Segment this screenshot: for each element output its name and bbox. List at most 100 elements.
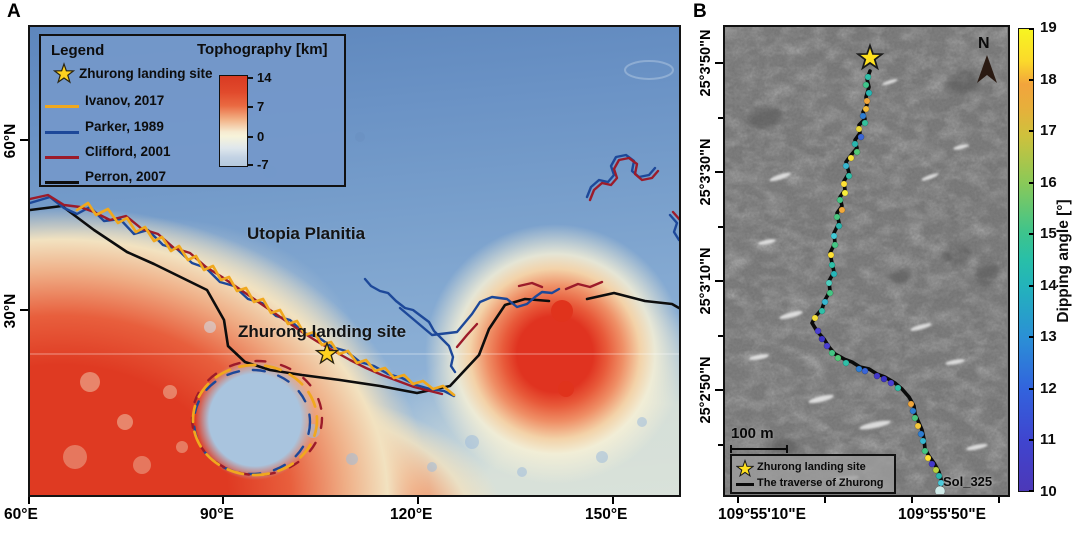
- legend-b-line-swatch: [736, 483, 754, 486]
- xlabel-a-120e: 120°E: [390, 506, 433, 523]
- xtick-a-150e: [612, 497, 614, 504]
- scale-bar-label: 100 m: [731, 425, 774, 442]
- traverse-dot: [841, 189, 849, 197]
- ytick-b-4: [715, 389, 723, 391]
- ytick-b-minor: [718, 444, 723, 446]
- traverse-dot: [919, 437, 927, 445]
- ytick-b-minor: [718, 226, 723, 228]
- traverse-dot: [830, 270, 838, 278]
- north-label: N: [978, 35, 990, 52]
- legend-panel-b: Zhurong landing site The traverse of Zhu…: [730, 454, 896, 494]
- traverse-dot: [917, 430, 925, 438]
- annotation-utopia-planitia: Utopia Planitia: [247, 224, 366, 243]
- dark-smudges: [747, 71, 999, 455]
- ytick-b-3: [715, 280, 723, 282]
- shoreline-ivanov-2017: [75, 201, 456, 477]
- sol-325-label: Sol_325: [943, 474, 993, 489]
- cbarB-label-13: 13: [1040, 328, 1057, 346]
- traverse-dot: [842, 359, 850, 367]
- cbarB-tick: [1029, 387, 1034, 390]
- dipping-angle-colorbar: [1018, 28, 1034, 492]
- traverse-dot: [921, 447, 929, 455]
- legend-star-icon: [53, 62, 75, 84]
- cbarB-tick: [1029, 181, 1034, 184]
- traverse-dot: [826, 289, 834, 297]
- traverse-dot: [859, 112, 867, 120]
- ylabel-b-4: 25°2'50"N: [698, 356, 714, 424]
- bright-streaks: [749, 78, 988, 483]
- zhurong-site-star-a: [314, 340, 340, 365]
- traverse-dot: [828, 261, 836, 269]
- panel-a-label: A: [7, 1, 21, 22]
- cbarB-label-15: 15: [1040, 225, 1057, 243]
- traverse-dot: [865, 89, 873, 97]
- xtick-b-2: [824, 497, 826, 503]
- traverse-dot: [842, 162, 850, 170]
- legend-swatch-perron: [45, 181, 79, 185]
- traverse-dot: [821, 298, 829, 306]
- legend-label-perron: Perron, 2007: [85, 169, 167, 184]
- legend-swatch-parker: [45, 131, 79, 135]
- traverse-dot: [914, 422, 922, 430]
- cbarB-tick: [1029, 28, 1034, 30]
- traverse-dot: [862, 105, 870, 113]
- topography-colorbar: [219, 75, 248, 167]
- traverse-dot: [937, 479, 945, 487]
- cbarB-tick: [1029, 439, 1034, 442]
- traverse-dot: [855, 125, 863, 133]
- ylabel-b-2: 25°3'30"N: [698, 138, 714, 206]
- legend-label-parker: Parker, 1989: [85, 119, 164, 134]
- cbarA-tick: [248, 106, 253, 108]
- north-arrow-icon: [977, 55, 997, 83]
- legend-title: Legend: [51, 42, 105, 59]
- traverse-dot: [932, 466, 940, 474]
- traverse-dot: [851, 140, 859, 148]
- legend-swatch-ivanov: [45, 105, 79, 109]
- legend-b-line-label: The traverse of Zhurong: [757, 477, 884, 489]
- cbarA-tick: [248, 77, 253, 79]
- ylabel-b-3: 25°3'10"N: [698, 247, 714, 315]
- cbarB-label-12: 12: [1040, 379, 1057, 397]
- xtick-b-4: [998, 497, 1000, 503]
- traverse-dot: [838, 206, 846, 214]
- ylabel-b-1: 25°3'50"N: [698, 29, 714, 97]
- annotation-zhurong-site: Zhurong landing site: [238, 322, 407, 341]
- legend-label-clifford: Clifford, 2001: [85, 144, 171, 159]
- traverse-dot: [823, 342, 831, 350]
- traverse-dot: [835, 222, 843, 230]
- ylabel-a-30n: 30°N: [2, 293, 19, 329]
- traverse-dot: [814, 327, 822, 335]
- traverse-dot: [907, 400, 915, 408]
- traverse-dot: [887, 379, 895, 387]
- ylabel-a-60n: 60°N: [2, 123, 19, 159]
- xlabel-b-2: 109°55'50"E: [898, 506, 986, 523]
- xtick-a-120e: [417, 497, 419, 504]
- traverse-dot: [909, 407, 917, 415]
- traverse-dot: [924, 454, 932, 462]
- map-utopia-planitia: Utopia Planitia Zhurong landing site Leg…: [28, 25, 681, 497]
- crater-speckles: [63, 60, 674, 477]
- traverse-dot: [863, 97, 871, 105]
- xtick-b-3: [911, 497, 913, 503]
- traverse-dot: [934, 485, 946, 494]
- xtick-a-60e: [28, 497, 30, 504]
- cbarB-tick: [1029, 490, 1034, 492]
- ytick-a-60n: [20, 139, 28, 141]
- traverse-dot: [834, 354, 842, 362]
- traverse-dots: [811, 73, 946, 494]
- cbarB-label-19: 19: [1040, 19, 1057, 36]
- cbarB-tick: [1029, 130, 1034, 133]
- ytick-b-2: [715, 171, 723, 173]
- traverse-dot: [857, 133, 865, 141]
- legend-b-star-label: Zhurong landing site: [757, 461, 866, 473]
- traverse-dot: [831, 241, 839, 249]
- small-volcano-dots: [551, 300, 574, 397]
- zhurong-site-star-b: [855, 42, 885, 71]
- map-zhurong-traverse: 100 m N Zhurong landing site The travers…: [723, 25, 1010, 497]
- legend-swatch-clifford: [45, 156, 79, 160]
- legend-b-star-icon: [736, 459, 754, 477]
- cbarB-tick: [1029, 78, 1034, 81]
- traverse-dot: [830, 232, 838, 240]
- traverse-dot: [836, 196, 844, 204]
